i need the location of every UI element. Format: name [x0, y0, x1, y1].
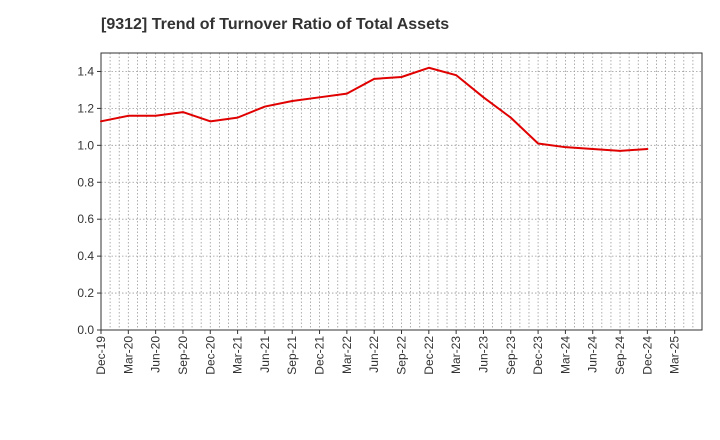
x-tick-label: Sep-23 — [504, 336, 518, 375]
x-axis-ticks: Dec-19 Mar-20 Jun-20 Sep-20 Dec-20 Mar-21 Jun-… — [94, 330, 682, 375]
x-tick-label: Dec-22 — [422, 336, 436, 375]
x-tick-label: Sep-22 — [395, 336, 409, 375]
y-tick-label: 1.2 — [77, 101, 94, 115]
x-tick-label: Dec-24 — [640, 336, 654, 375]
y-tick-label: 0.2 — [77, 286, 94, 300]
x-tick-label: Jun-24 — [586, 336, 600, 373]
x-tick-label: Mar-23 — [449, 336, 463, 374]
x-tick-label: Jun-21 — [258, 336, 272, 373]
x-tick-label: Dec-20 — [203, 336, 217, 375]
x-tick-label: Mar-20 — [121, 336, 135, 374]
x-tick-label: Dec-23 — [531, 336, 545, 375]
y-tick-label: 0.4 — [77, 249, 94, 263]
x-tick-label: Mar-22 — [340, 336, 354, 374]
x-tick-label: Mar-21 — [231, 336, 245, 374]
x-tick-label: Jun-20 — [149, 336, 163, 373]
x-tick-label: Mar-25 — [668, 336, 682, 374]
y-tick-label: 0.6 — [77, 212, 94, 226]
y-tick-label: 1.4 — [77, 64, 94, 78]
x-tick-label: Sep-24 — [613, 336, 627, 375]
chart-title: [9312] Trend of Turnover Ratio of Total … — [101, 16, 450, 33]
x-tick-label: Dec-19 — [94, 336, 108, 375]
x-tick-label: Jun-23 — [476, 336, 490, 373]
y-tick-label: 1.0 — [77, 138, 94, 152]
x-tick-label: Jun-22 — [367, 336, 381, 373]
x-tick-label: Mar-24 — [558, 336, 572, 374]
grid-layer — [101, 53, 702, 330]
x-tick-label: Sep-20 — [176, 336, 190, 375]
y-axis-ticks: 0.0 0.2 0.4 0.6 0.8 1.0 1.2 1.4 — [77, 64, 101, 337]
x-tick-label: Dec-21 — [313, 336, 327, 375]
y-tick-label: 0.0 — [77, 323, 94, 337]
x-tick-label: Sep-21 — [285, 336, 299, 375]
series-layer — [100, 66, 649, 152]
y-tick-label: 0.8 — [77, 175, 94, 189]
